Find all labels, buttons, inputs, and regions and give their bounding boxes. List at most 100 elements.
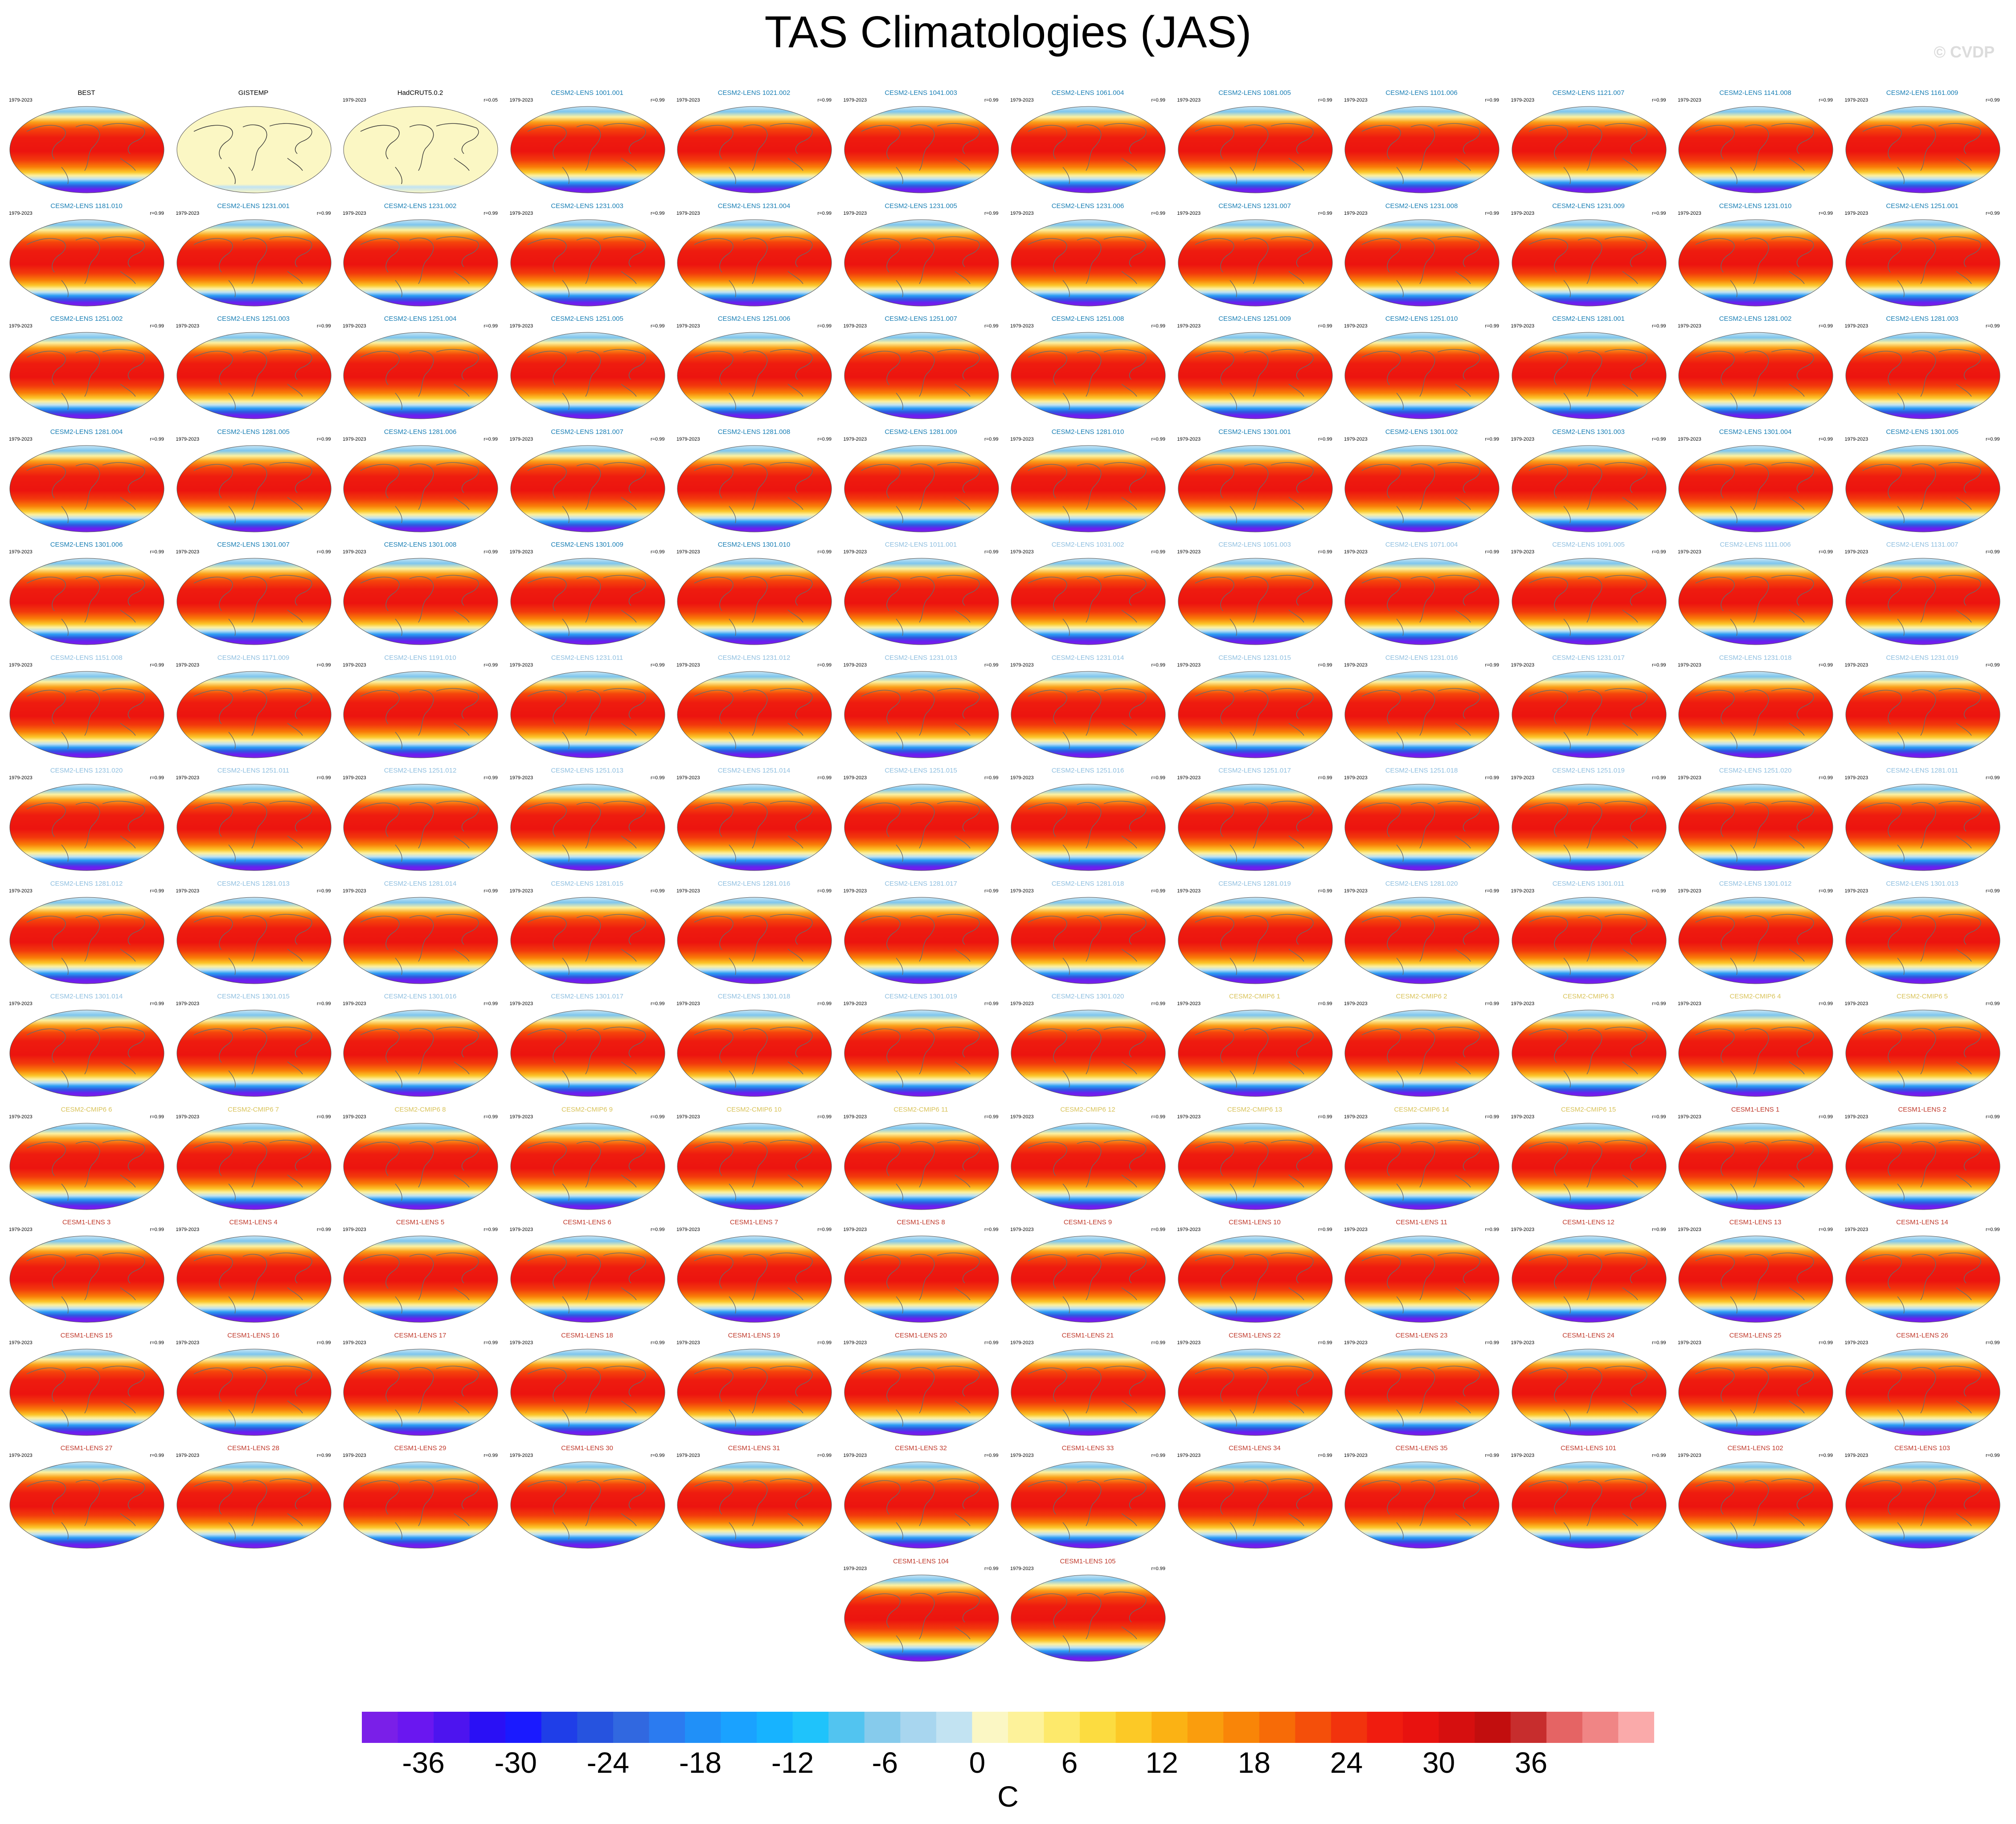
coastline <box>1862 577 1902 611</box>
panel-correlation: r=0.99 <box>317 1001 331 1006</box>
climatology-map <box>343 445 498 532</box>
map-globe <box>510 332 665 419</box>
coastline <box>1103 462 1147 493</box>
map-globe <box>1178 1010 1332 1097</box>
panel-title: CESM2-LENS 1251.014 <box>717 767 791 774</box>
climatology-map <box>510 1461 665 1549</box>
coastline <box>937 688 980 719</box>
panel-period: 1979-2023 <box>676 1114 700 1120</box>
coastline <box>937 462 980 493</box>
panel-period: 1979-2023 <box>9 323 33 329</box>
panel-title: CESM2-LENS 1281.020 <box>1385 880 1458 887</box>
coastline <box>770 688 813 719</box>
coastline <box>694 689 733 724</box>
coastline <box>1062 618 1070 636</box>
map-globe <box>1344 1461 1500 1549</box>
coastline <box>561 1070 570 1088</box>
climatology-map <box>1678 897 1833 984</box>
map-panel: CESM1-LENS 21 1979-2023 r=0.99 <box>1005 1332 1171 1444</box>
coastline <box>1911 1367 1936 1413</box>
panel-title: CESM2-LENS 1231.005 <box>885 202 957 210</box>
climatology-map <box>176 106 331 193</box>
coastline <box>895 844 903 862</box>
map-globe <box>510 784 665 871</box>
coastline <box>561 844 570 862</box>
coastline <box>1744 124 1769 171</box>
coastline <box>1028 1254 1067 1289</box>
panel-title: CESM2-LENS 1251.001 <box>1886 202 1959 210</box>
panel-correlation: r=0.99 <box>1819 549 1833 555</box>
map-panel: CESM1-LENS 13 1979-2023 r=0.99 <box>1672 1219 1838 1330</box>
map-panel: CESM2-LENS 1231.012 1979-2023 r=0.99 <box>671 654 837 766</box>
coastline <box>1077 350 1102 397</box>
coastline <box>1396 618 1404 636</box>
coastline <box>743 350 768 397</box>
coastline <box>75 124 100 171</box>
panel-period: 1979-2023 <box>1010 1340 1034 1346</box>
colorbar-swatch <box>1582 1712 1619 1743</box>
map-panel: CESM2-CMIP6 4 1979-2023 r=0.99 <box>1672 993 1838 1104</box>
coastline <box>409 1480 434 1526</box>
coastline <box>1244 350 1268 397</box>
map-panel: CESM2-LENS 1071.004 1979-2023 r=0.99 <box>1339 541 1504 653</box>
climatology-map <box>844 558 999 645</box>
map-globe <box>176 1123 331 1210</box>
colorbar-swatch <box>1044 1712 1080 1743</box>
panel-correlation: r=0.99 <box>1986 775 2000 781</box>
colorbar-swatch <box>1008 1712 1045 1743</box>
map-panel: CESM2-LENS 1251.001 1979-2023 r=0.99 <box>1840 203 2005 314</box>
coastline <box>1622 609 1638 623</box>
map-panel: CESM2-LENS 1251.004 1979-2023 r=0.99 <box>337 315 503 427</box>
panel-correlation: r=0.99 <box>317 323 331 329</box>
coastline <box>242 915 267 961</box>
panel-title: CESM1-LENS 14 <box>1896 1219 1948 1226</box>
map-panel: CESM2-LENS 1301.013 1979-2023 r=0.99 <box>1840 880 2005 992</box>
panel-period: 1979-2023 <box>843 1340 867 1346</box>
panel-period: 1979-2023 <box>843 775 867 781</box>
coastline <box>743 1480 768 1526</box>
panel-title: CESM1-LENS 1 <box>1731 1106 1780 1113</box>
climatology-map <box>844 1010 999 1097</box>
map-panel: CESM2-CMIP6 2 1979-2023 r=0.99 <box>1339 993 1504 1104</box>
map-globe <box>9 1349 164 1435</box>
map-panel: CESM1-LENS 30 1979-2023 r=0.99 <box>504 1445 670 1556</box>
coastline <box>1771 1027 1814 1058</box>
map-panel: CESM2-CMIP6 6 1979-2023 r=0.99 <box>4 1106 169 1218</box>
coastline <box>1938 1478 1981 1509</box>
panel-title: CESM2-LENS 1281.012 <box>50 880 123 887</box>
panel-correlation: r=0.99 <box>1318 549 1332 555</box>
coastline <box>193 577 233 611</box>
panel-title: CESM2-LENS 1251.019 <box>1552 767 1625 774</box>
coastline <box>120 835 136 849</box>
panel-title: CESM1-LENS 22 <box>1229 1332 1281 1339</box>
map-panel: CESM2-LENS 1191.010 1979-2023 r=0.99 <box>337 654 503 766</box>
coastline <box>621 1287 637 1301</box>
coastline <box>1938 236 1981 267</box>
panel-title: CESM1-LENS 105 <box>1060 1558 1116 1565</box>
coastline <box>1028 915 1067 950</box>
panel-correlation: r=0.99 <box>1819 1001 1833 1006</box>
colorbar-tick-label: 6 <box>1061 1746 1078 1779</box>
coastline <box>395 1296 402 1314</box>
panel-title: CESM2-LENS 1251.009 <box>1218 315 1291 323</box>
coastline <box>1938 1252 1981 1284</box>
coastline <box>1563 1296 1571 1314</box>
climatology-map <box>1845 671 2000 758</box>
map-globe <box>844 1461 999 1549</box>
map-panel: CESM2-LENS 1281.010 1979-2023 r=0.99 <box>1005 429 1171 540</box>
coastline <box>1396 1070 1404 1088</box>
map-panel: CESM1-LENS 102 1979-2023 r=0.99 <box>1672 1445 1838 1556</box>
coastline <box>787 1513 803 1526</box>
coastline <box>1695 577 1735 611</box>
panel-title: CESM2-LENS 1231.011 <box>551 654 623 662</box>
coastline <box>621 384 637 397</box>
panel-title: CESM2-LENS 1251.012 <box>384 767 457 774</box>
coastline <box>1103 1252 1147 1284</box>
panel-correlation: r=0.99 <box>1819 1453 1833 1458</box>
map-globe <box>1344 1235 1500 1323</box>
coastline <box>1077 237 1102 284</box>
map-panel: CESM2-LENS 1231.002 1979-2023 r=0.99 <box>337 203 503 314</box>
coastline <box>228 618 236 636</box>
coastline <box>694 577 733 611</box>
climatology-map <box>343 1123 498 1210</box>
